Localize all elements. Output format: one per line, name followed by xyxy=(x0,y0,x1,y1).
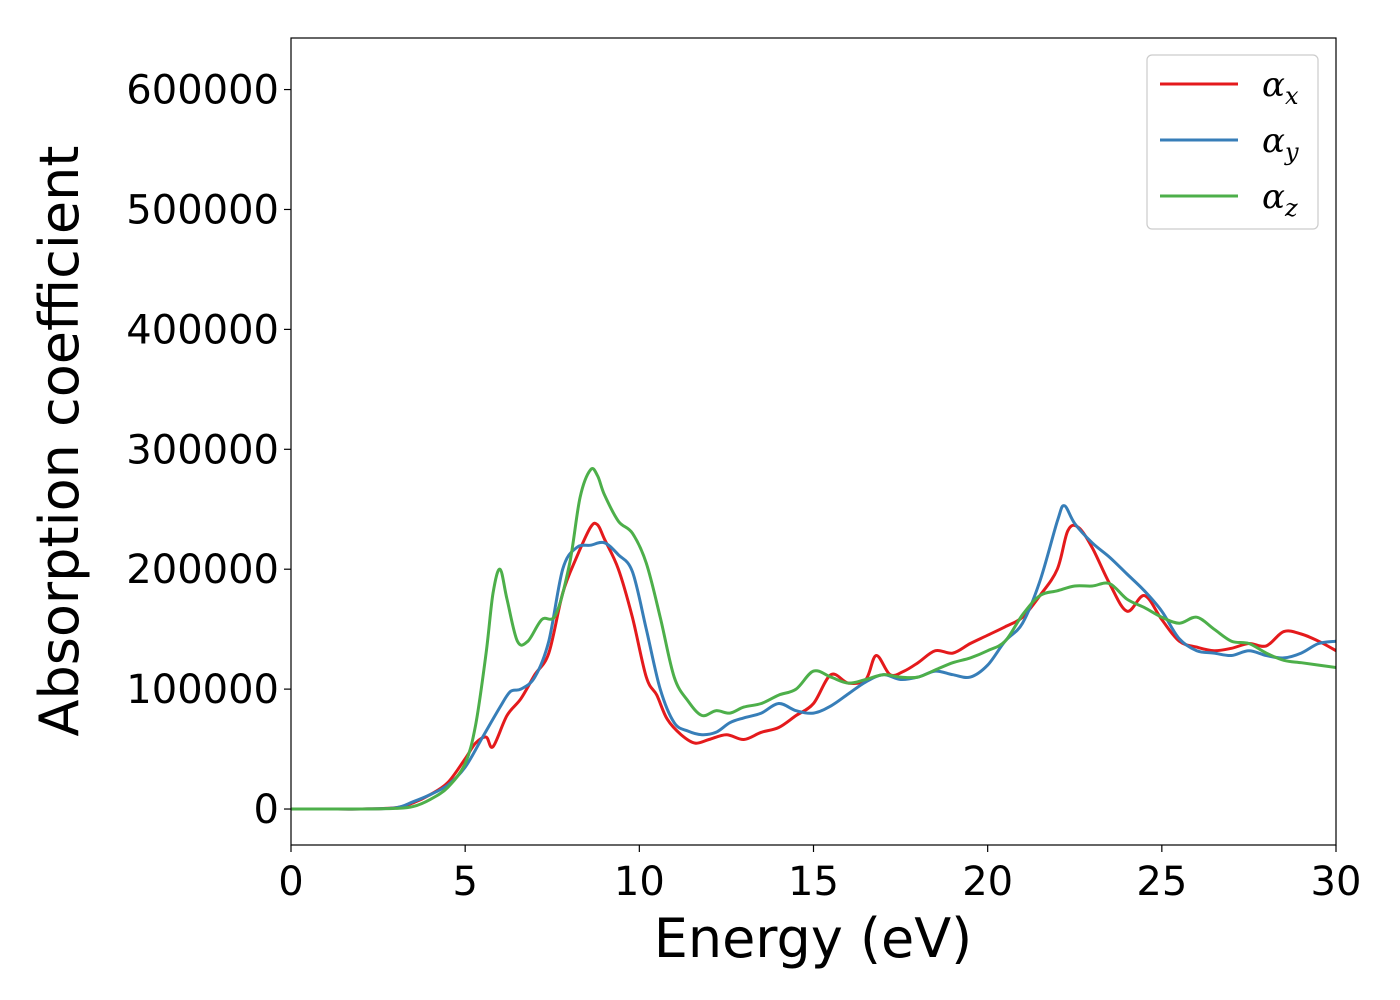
x-tick-label: 30 xyxy=(1311,859,1362,905)
legend-label-subscript: y xyxy=(1284,138,1299,166)
y-tick-label: 0 xyxy=(254,787,279,833)
legend-label-z: αz xyxy=(1262,177,1298,222)
y-axis-title: Absorption coefficient xyxy=(28,146,91,737)
y-tick-label: 500000 xyxy=(126,187,279,233)
series-line-z xyxy=(291,467,1336,811)
legend-label-base: α xyxy=(1262,121,1285,161)
x-tick-label: 20 xyxy=(962,859,1013,905)
series-layer xyxy=(291,467,1336,811)
series-line-x xyxy=(291,521,1336,811)
x-tick-label: 5 xyxy=(452,859,477,905)
legend-label-base: α xyxy=(1262,177,1285,217)
y-tick-label: 400000 xyxy=(126,307,279,353)
y-axis: 0 100000 200000 300000 400000 500000 600000 xyxy=(126,68,291,833)
legend-label-base: α xyxy=(1262,65,1285,105)
y-tick-label: 200000 xyxy=(126,547,279,593)
y-tick-label: 600000 xyxy=(126,68,279,114)
legend-label-subscript: z xyxy=(1284,194,1298,222)
x-tick-label: 10 xyxy=(614,859,665,905)
x-axis-title: Energy (eV) xyxy=(654,907,973,970)
x-axis: 0 5 10 15 20 25 30 xyxy=(278,845,1361,905)
x-tick-label: 0 xyxy=(278,859,303,905)
legend-box xyxy=(1146,54,1319,230)
series-line-y xyxy=(291,504,1336,811)
x-tick-label: 15 xyxy=(788,859,839,905)
y-tick-label: 300000 xyxy=(126,427,279,473)
legend-label-y: αy xyxy=(1262,121,1299,166)
legend-label-x: αx xyxy=(1262,65,1299,110)
y-tick-label: 100000 xyxy=(126,667,279,713)
x-tick-label: 25 xyxy=(1136,859,1187,905)
legend-label-subscript: x xyxy=(1285,82,1299,110)
